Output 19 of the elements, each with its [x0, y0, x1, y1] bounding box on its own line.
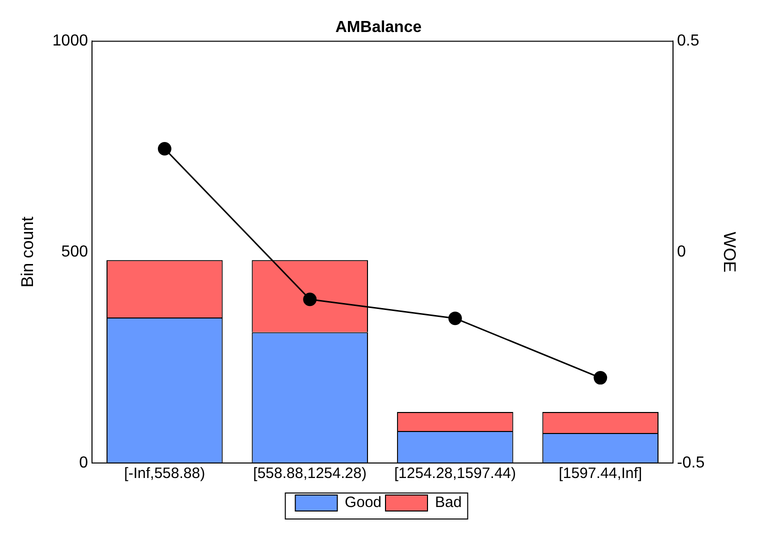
- y2-tick-label: 0: [677, 244, 686, 261]
- y-tick-label: 500: [61, 244, 88, 261]
- legend-label: Bad: [435, 494, 462, 512]
- point: [448, 312, 462, 326]
- y-tick-label: 0: [79, 454, 88, 472]
- legend-label: Good: [344, 494, 382, 512]
- x-tick-label: [1254.28,1597.44): [394, 465, 516, 482]
- point: [594, 371, 608, 385]
- x-tick-label: [-Inf,558.88): [124, 465, 206, 482]
- chart-title: AMBalance: [335, 19, 422, 36]
- y-tick-label: 1000: [52, 32, 88, 50]
- point: [303, 292, 317, 306]
- y2-tick-label: -0.5: [677, 454, 705, 472]
- x-tick-label: [558.88,1254.28): [253, 465, 367, 482]
- y2-axis-title: WOE: [720, 232, 740, 272]
- y-axis-title: Bin count: [18, 216, 37, 288]
- point: [158, 142, 172, 156]
- x-tick-label: [1597.44,Inf]: [558, 465, 642, 482]
- y2-tick-label: 0.5: [677, 32, 700, 50]
